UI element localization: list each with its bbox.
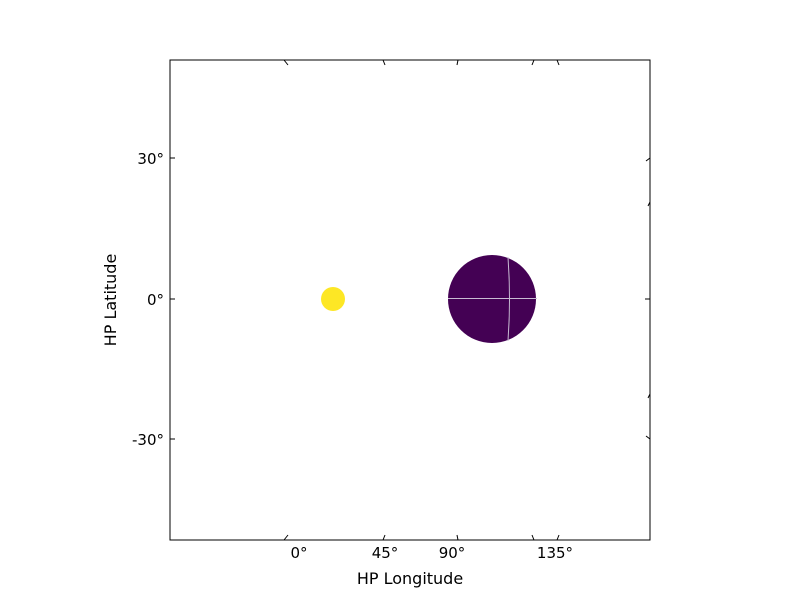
x-tick-label: 45° (372, 544, 399, 562)
plot-background (170, 60, 650, 540)
small-disk-mark (321, 287, 345, 311)
x-tick-label: 0° (290, 544, 307, 562)
x-ticks-top (283, 59, 560, 66)
x-tick-mark-bottom (382, 534, 386, 541)
plot-frame (169, 59, 651, 541)
x-tick-mark-bottom (283, 534, 289, 541)
x-tick-mark-bottom (456, 534, 459, 541)
large-disk-meridian-line (507, 256, 510, 342)
x-tick-mark-top (283, 59, 289, 66)
y-tick-mark-right (647, 201, 651, 207)
small-yellow-disk (321, 287, 345, 311)
y-ticks-left (170, 157, 175, 440)
y-tick-mark-right (647, 393, 651, 399)
y-tick-mark-right (645, 157, 651, 162)
x-tick-mark-bottom (556, 534, 560, 541)
y-tick-label: 0° (147, 291, 164, 309)
x-ticks-bottom (283, 534, 560, 541)
y-tick-label: 30° (137, 150, 164, 168)
x-tick-label: 135° (537, 544, 573, 562)
x-tick-mark-top (382, 59, 386, 66)
y-tick-label: -30° (132, 431, 164, 449)
y-tick-mark-right (645, 435, 651, 440)
y-axis-label: HP Latitude (101, 254, 120, 347)
large-purple-disk (448, 255, 537, 343)
x-tick-mark-bottom (531, 534, 535, 541)
x-tick-mark-top (556, 59, 560, 66)
x-tick-mark-top (456, 59, 459, 66)
x-tick-label: 90° (439, 544, 466, 562)
x-axis-label: HP Longitude (357, 569, 463, 588)
y-ticks-right (645, 157, 651, 440)
x-tick-mark-top (531, 59, 535, 66)
